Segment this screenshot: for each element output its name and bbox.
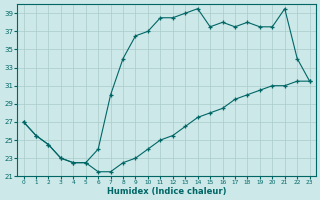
X-axis label: Humidex (Indice chaleur): Humidex (Indice chaleur): [107, 187, 226, 196]
